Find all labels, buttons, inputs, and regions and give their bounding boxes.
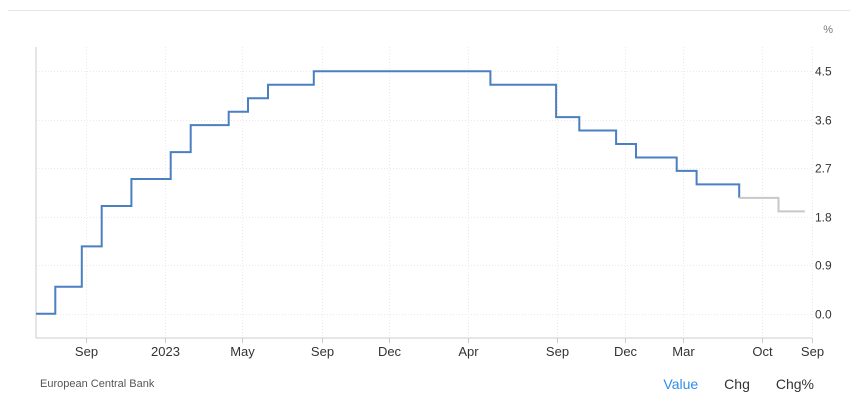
x-tick-label: May [230,344,255,359]
x-tick-label: Mar [672,344,695,359]
view-toggles: Value Chg Chg% [663,376,814,392]
x-tick-label: Sep [75,344,98,359]
axes [35,47,813,343]
y-tick-label: 0.0 [815,308,832,322]
x-tick-label: 2023 [151,344,180,359]
x-tick-label: Oct [752,344,773,359]
interest-rate-chart: % 0.0 0.9 1.8 2.7 3.6 4.5 Sep 2023 May Sep Dec Apr… [35,24,833,359]
x-tick-label: Sep [801,344,824,359]
x-axis-ticks: Sep 2023 May Sep Dec Apr Sep Dec Mar Oct Sep [75,344,824,359]
toggle-chg[interactable]: Chg [724,376,750,392]
y-tick-label: 4.5 [815,65,832,79]
y-tick-label: 1.8 [815,211,832,225]
x-tick-label: Sep [311,344,334,359]
toggle-value[interactable]: Value [663,376,699,392]
grid [36,47,813,338]
y-tick-label: 0.9 [815,259,832,273]
forecast-series-line [739,196,805,213]
rate-series-line [36,70,741,315]
x-tick-label: Apr [458,344,479,359]
x-tick-label: Dec [378,344,402,359]
y-axis-ticks: 0.0 0.9 1.8 2.7 3.6 4.5 [815,65,832,322]
top-divider [8,10,850,11]
x-tick-label: Dec [614,344,638,359]
series-layer [36,70,805,315]
y-tick-label: 2.7 [815,162,832,176]
unit-label: % [823,24,833,36]
x-tick-label: Sep [546,344,569,359]
y-tick-label: 3.6 [815,114,832,128]
source-label: European Central Bank [40,378,155,390]
toggle-chg-pct[interactable]: Chg% [775,376,814,392]
